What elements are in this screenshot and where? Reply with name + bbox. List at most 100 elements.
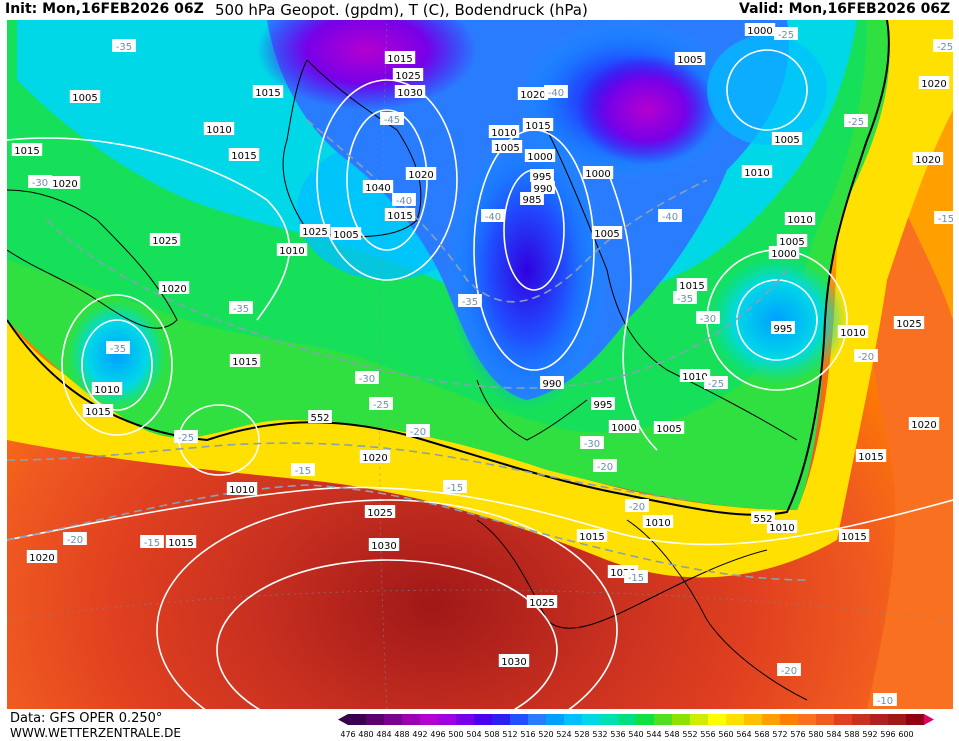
isobar-label-text: 1005 [774,135,799,146]
isobar-label-text: 1015 [255,88,280,99]
isobar-label-box [359,450,391,463]
isobar-label-text: 1020 [29,553,54,564]
isotherm-label: -35 [458,294,482,308]
isotherm-label-text: -30 [32,178,48,189]
isobar-label-box [918,76,950,89]
isotherm-label: -25 [844,114,868,128]
isotherm-label-text: -20 [67,535,83,546]
isobar-label-text: 1010 [744,168,769,179]
isobar-label: 1015 [228,148,260,162]
isotherm-label-text: -35 [116,42,132,53]
isotherm-30 [46,219,788,389]
isobar-label-text: 1015 [168,538,193,549]
legend-tick-label: 600 [898,730,913,739]
isobar-label: 1000 [768,246,800,260]
isotherm-label: -25 [933,39,953,53]
legend-swatch [906,714,924,725]
isotherm-label-box [140,535,164,548]
isotherm-label-text: -25 [708,379,724,390]
isobar-label-box [26,550,58,563]
isobar-label-box [330,227,362,240]
isobar-label-text: 1040 [365,183,390,194]
legend-tick-label: 556 [700,730,715,739]
legend-swatch [456,714,474,725]
isobar-label: 1010 [91,382,123,396]
isobar-label-text: 1005 [494,143,519,154]
isobar-label-text: 1015 [387,211,412,222]
isobar-label-text: 1010 [206,125,231,136]
isotherm-label: -15 [934,211,953,225]
isotherm-label: -20 [854,349,878,363]
isobar-label-text: 1010 [645,518,670,529]
isobar-label-box [226,482,258,495]
legend-swatch [798,714,816,725]
isobar-label: 1005 [591,226,623,240]
trough-core [447,130,607,410]
legend-swatch [618,714,636,725]
isotherm-label-text: -35 [462,297,478,308]
legend-tick-label: 484 [376,730,391,739]
isotherm-label-box [291,463,315,476]
isobar-label: 1010 [837,325,869,339]
isobar-label-text: 1020 [911,420,936,431]
isotherm-label: -45 [380,112,404,126]
isobar-label-box [299,224,331,237]
isotherm-label: -20 [406,424,430,438]
legend-tick-label: 532 [592,730,607,739]
isobar-label-text: 1020 [362,453,387,464]
legend-tick-label: 528 [574,730,589,739]
isobar-label-text: 1010 [840,328,865,339]
isotherm-label-box [933,39,953,52]
isobar-label: 1015 [838,529,870,543]
isobar-label: 1010 [226,482,258,496]
isobar-label-text: 995 [593,400,612,411]
isobar-label: 985 [520,192,544,206]
isotherm-label: -40 [658,209,682,223]
isotherm-label-box [658,209,682,222]
isotherm-label-box [624,570,648,583]
isotherm-label-box [106,341,130,354]
isotherm-label-box [934,211,953,224]
isotherm-label-text: -25 [778,30,794,41]
isobar-label-box [582,166,614,179]
isobar-label: 1025 [149,233,181,247]
geopot-552-contour [7,20,890,516]
isotherm-label-box [625,499,649,512]
isotherm-label-text: -35 [677,294,693,305]
isotherm-label-text: -30 [359,374,375,385]
legend-tick-label: 516 [520,730,535,739]
isobar-label: 1015 [82,404,114,418]
geopot-label-text: 552 [753,514,772,525]
isotherm-label-text: -40 [485,212,501,223]
legend-tick-label: 552 [682,730,697,739]
isotherm-label-text: -25 [178,433,194,444]
isotherm-label-text: -15 [447,483,463,494]
isobar-label-box [368,538,400,551]
isobar-label-text: 1000 [585,169,610,180]
isotherm-label-text: -15 [628,573,644,584]
isobar-label: 1010 [679,369,711,383]
isobar-label: 1000 [524,149,556,163]
isotherm-label: -40 [392,193,416,207]
isobar-label: 1025 [526,595,558,609]
isotherms [7,119,808,581]
isotherm-label-box [544,85,568,98]
isobar-label: 1020 [405,167,437,181]
isotherm-label-text: -40 [548,88,564,99]
isotherm-label: -35 [106,341,130,355]
isobar-label-box [276,243,308,256]
isotherm-label-text: -40 [396,196,412,207]
isobar-label-box [392,68,424,81]
isobar-label-text: 995 [773,324,792,335]
isotherm-label-text: -20 [410,427,426,438]
isobar-low-west-outer [61,294,173,436]
isotherm-label-box [774,27,798,40]
isobar-label-text: 1025 [302,227,327,238]
init-time: Init: Mon,16FEB2026 06Z [5,1,204,17]
legend-swatch [654,714,672,725]
legend-tick-label: 476 [340,730,355,739]
isobar-label-text: 1005 [594,229,619,240]
isobar-label-text: 990 [533,184,552,195]
isobar-label: 1000 [608,420,640,434]
site-url[interactable]: WWW.WETTERZENTRALE.DE [10,726,181,740]
